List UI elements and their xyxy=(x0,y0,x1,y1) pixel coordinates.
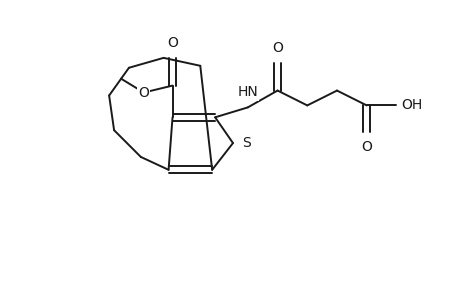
Text: O: O xyxy=(138,85,149,100)
Text: HN: HN xyxy=(237,85,257,100)
Text: O: O xyxy=(272,41,282,55)
Text: O: O xyxy=(360,140,371,154)
Text: S: S xyxy=(241,136,250,150)
Text: OH: OH xyxy=(401,98,422,112)
Text: O: O xyxy=(167,36,178,50)
